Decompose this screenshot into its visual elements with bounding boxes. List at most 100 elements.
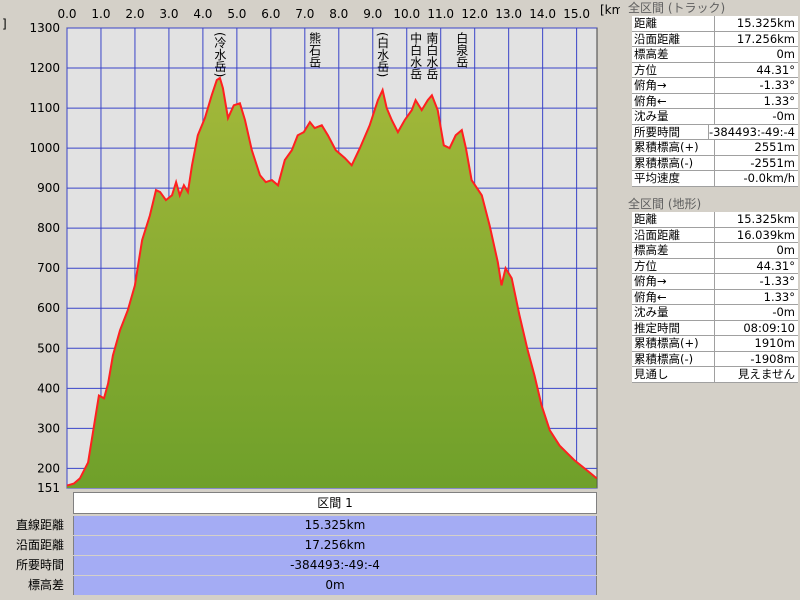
y-tick-label: 1000 <box>29 141 60 155</box>
panel-row: 距離 15.325km <box>632 16 798 32</box>
terrain-area <box>67 78 597 488</box>
y-tick-label: 200 <box>37 461 60 475</box>
panel-row: 沿面距離 17.256km <box>632 31 798 47</box>
x-tick-label: 11.0 <box>427 7 454 21</box>
panel-row: 標高差 0m <box>632 47 798 63</box>
row-value: -2551m <box>750 155 795 170</box>
row-value: 見えません <box>737 367 795 381</box>
peak-label: 南白水岳 <box>425 31 439 80</box>
x-tick-label: 15.0 <box>563 7 590 21</box>
panel-row: 標高差 0m <box>632 243 798 259</box>
row-value: 15.325km <box>736 16 795 30</box>
peak-label: 中白水岳 <box>409 31 423 80</box>
x-tick-label: 8.0 <box>329 7 348 21</box>
y-tick-label: 400 <box>37 381 60 395</box>
row-value: 0m <box>776 243 795 257</box>
track-line <box>66 76 598 487</box>
row-label: 俯角→ <box>632 78 715 93</box>
row-value: -0.0km/h <box>743 171 795 185</box>
x-tick-label: 10.0 <box>393 7 420 21</box>
x-tick-label: 5.0 <box>227 7 246 21</box>
panel-row: 所要時間 -384493:-49:-4 <box>632 124 798 140</box>
row-value: 44.31° <box>756 258 795 273</box>
summary-panel: 全区間 (トラック) 距離 15.325km 沿面距離 17.256km 標高差 0m 方位 4… <box>626 0 798 187</box>
row-label: 沿面距離 <box>15 538 64 552</box>
row-label: 所要時間 <box>15 558 64 572</box>
panel-title: 全区間 (地形) <box>628 197 702 211</box>
x-tick-label: 2.0 <box>125 7 144 21</box>
row-label: 方位 <box>632 258 715 273</box>
y-tick-label: 900 <box>37 181 60 195</box>
panel-row: 俯角← 1.33° <box>632 93 798 109</box>
row-label: 沿面距離 <box>632 227 715 242</box>
panel-row: 累積標高(-) -2551m <box>632 155 798 171</box>
elevation-chart: ] [km] 151 200 300 400 500 600 700 800 900 1000 11… <box>2 3 620 492</box>
panel-row: 方位 44.31° <box>632 62 798 78</box>
row-value: 1910m <box>754 336 795 350</box>
row-value: -1.33° <box>759 274 795 288</box>
row-value: -1908m <box>750 351 795 366</box>
row-label: 標高差 <box>632 47 715 62</box>
panel-row: 累積標高(-) -1908m <box>632 351 798 367</box>
row-label: 俯角← <box>632 289 715 304</box>
row-value: 2551m <box>754 140 795 154</box>
row-label: 方位 <box>632 62 715 77</box>
row-label: 累積標高(+) <box>632 336 715 351</box>
row-label: 標高差 <box>27 578 64 592</box>
row-value: 1.33° <box>763 93 795 108</box>
row-value: 1.33° <box>763 289 795 304</box>
y-unit-label: ] <box>2 17 7 31</box>
y-tick-label: 500 <box>37 341 60 355</box>
row-value: 17.256km <box>736 31 795 46</box>
row-value: 16.039km <box>736 227 795 242</box>
panel-row: 見通し 見えません <box>632 367 798 383</box>
row-value: -384493:-49:-4 <box>708 124 795 139</box>
row-label: 沈み量 <box>632 109 715 124</box>
section-title: 区間 1 <box>73 492 597 514</box>
row-label: 俯角← <box>632 93 715 108</box>
x-tick-label: 9.0 <box>363 7 382 21</box>
row-label: 直線距離 <box>15 518 64 532</box>
row-label: 見通し <box>632 367 715 382</box>
y-tick-label: 1300 <box>29 21 60 35</box>
y-tick-label: 151 <box>37 481 60 492</box>
row-value: -1.33° <box>759 78 795 92</box>
peak-label: 熊石岳 <box>308 31 322 68</box>
x-tick-label: 4.0 <box>193 7 212 21</box>
row-value: 08:09:10 <box>743 320 795 335</box>
y-tick-label: 700 <box>37 261 60 275</box>
peak-label: 白泉岳 <box>455 31 469 68</box>
row-value: 15.325km <box>736 212 795 226</box>
row-value: -384493:-49:-4 <box>73 556 597 575</box>
y-tick-label: 1100 <box>29 101 60 115</box>
panel-row: 俯角→ -1.33° <box>632 274 798 290</box>
row-label: 沿面距離 <box>632 31 715 46</box>
summary-panel: 全区間 (地形) 距離 15.325km 沿面距離 16.039km 標高差 0m 方位 44.… <box>626 196 798 383</box>
x-tick-label: 6.0 <box>261 7 280 21</box>
panel-row: 俯角→ -1.33° <box>632 78 798 94</box>
row-value: 0m <box>776 47 795 61</box>
panel-title: 全区間 (トラック) <box>628 1 726 15</box>
panel-row: 平均速度 -0.0km/h <box>632 171 798 187</box>
row-label: 平均速度 <box>632 171 715 186</box>
y-tick-label: 1200 <box>29 61 60 75</box>
section-table: 区間 1 直線距離 15.325km 沿面距離 17.256km 所要時間 -384493:… <box>0 492 600 600</box>
x-tick-label: 7.0 <box>295 7 314 21</box>
y-tick-label: 600 <box>37 301 60 315</box>
x-tick-label: 1.0 <box>91 7 110 21</box>
row-label: 累積標高(-) <box>632 155 715 170</box>
row-label: 距離 <box>632 212 715 227</box>
row-label: 標高差 <box>632 243 715 258</box>
row-label: 所要時間 <box>632 124 709 139</box>
x-tick-label: 12.0 <box>461 7 488 21</box>
x-unit-label: [km] <box>600 3 620 17</box>
panel-row: 累積標高(+) 1910m <box>632 336 798 352</box>
panel-row: 沿面距離 16.039km <box>632 227 798 243</box>
x-tick-label: 13.0 <box>495 7 522 21</box>
row-value: 44.31° <box>756 62 795 77</box>
row-label: 累積標高(-) <box>632 351 715 366</box>
panel-row: 方位 44.31° <box>632 258 798 274</box>
panel-row: 累積標高(+) 2551m <box>632 140 798 156</box>
row-value: 15.325km <box>73 516 597 535</box>
